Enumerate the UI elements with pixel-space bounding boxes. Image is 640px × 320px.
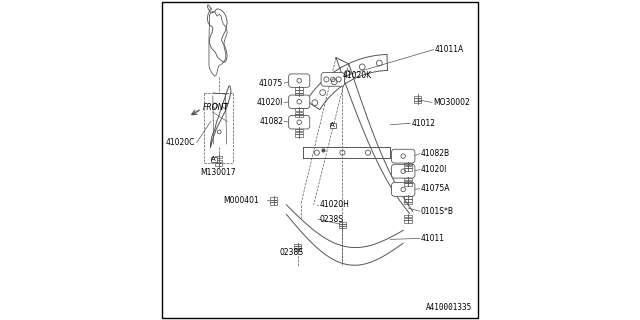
Bar [296, 87, 303, 90]
Text: 41011A: 41011A [435, 45, 464, 54]
Text: 41082: 41082 [259, 117, 283, 126]
Bar [270, 197, 278, 200]
Bar [404, 166, 412, 168]
Bar [296, 132, 303, 134]
FancyBboxPatch shape [392, 164, 415, 178]
Bar [404, 183, 412, 186]
Bar [404, 220, 412, 223]
Text: M000401: M000401 [223, 196, 259, 204]
FancyBboxPatch shape [289, 95, 310, 108]
Text: M130017: M130017 [201, 168, 236, 177]
Bar [296, 108, 303, 111]
Bar [339, 224, 346, 227]
Text: 0238S: 0238S [280, 248, 304, 257]
FancyBboxPatch shape [211, 157, 216, 162]
Text: 41020I: 41020I [257, 98, 283, 107]
Bar [296, 114, 303, 117]
Bar [339, 221, 346, 224]
Bar [296, 129, 303, 131]
FancyBboxPatch shape [330, 123, 336, 128]
FancyBboxPatch shape [392, 149, 415, 163]
Bar [215, 156, 223, 158]
Text: FRONT: FRONT [204, 103, 229, 112]
Text: 41082B: 41082B [421, 149, 450, 158]
Bar [339, 226, 346, 228]
Bar [404, 196, 412, 199]
Text: 0101S*B: 0101S*B [421, 207, 454, 216]
Bar [296, 90, 303, 93]
Bar [294, 246, 301, 249]
Text: 41011: 41011 [421, 234, 445, 243]
FancyBboxPatch shape [392, 182, 415, 196]
Bar [270, 202, 278, 205]
Bar [404, 199, 412, 202]
Text: 41020C: 41020C [166, 138, 195, 147]
Bar [404, 218, 412, 220]
Bar [404, 202, 412, 204]
Text: A: A [211, 156, 216, 162]
Bar [294, 248, 301, 251]
FancyBboxPatch shape [289, 74, 310, 87]
Bar [404, 163, 412, 165]
Bar [215, 160, 223, 162]
Text: A410001335: A410001335 [426, 303, 472, 312]
Bar [294, 244, 301, 246]
Text: 41020H: 41020H [319, 200, 349, 209]
Bar [215, 163, 223, 166]
Text: A: A [330, 123, 335, 128]
Bar [296, 112, 303, 114]
Bar [414, 99, 422, 101]
Bar [414, 101, 422, 103]
Bar [296, 93, 303, 95]
Text: 41020I: 41020I [421, 165, 447, 174]
Text: 41012: 41012 [412, 119, 435, 128]
Bar [270, 200, 278, 203]
Bar [404, 180, 412, 183]
Text: 41020K: 41020K [342, 71, 372, 80]
Text: 0238S: 0238S [319, 215, 344, 224]
Text: 41075A: 41075A [421, 184, 451, 193]
Bar [404, 168, 412, 171]
Bar [296, 134, 303, 137]
Bar [404, 178, 412, 180]
Bar [414, 96, 422, 98]
Text: MO30002: MO30002 [433, 98, 470, 107]
FancyBboxPatch shape [289, 116, 310, 129]
FancyBboxPatch shape [321, 73, 344, 86]
Text: 41075: 41075 [259, 79, 283, 88]
Bar [404, 215, 412, 218]
